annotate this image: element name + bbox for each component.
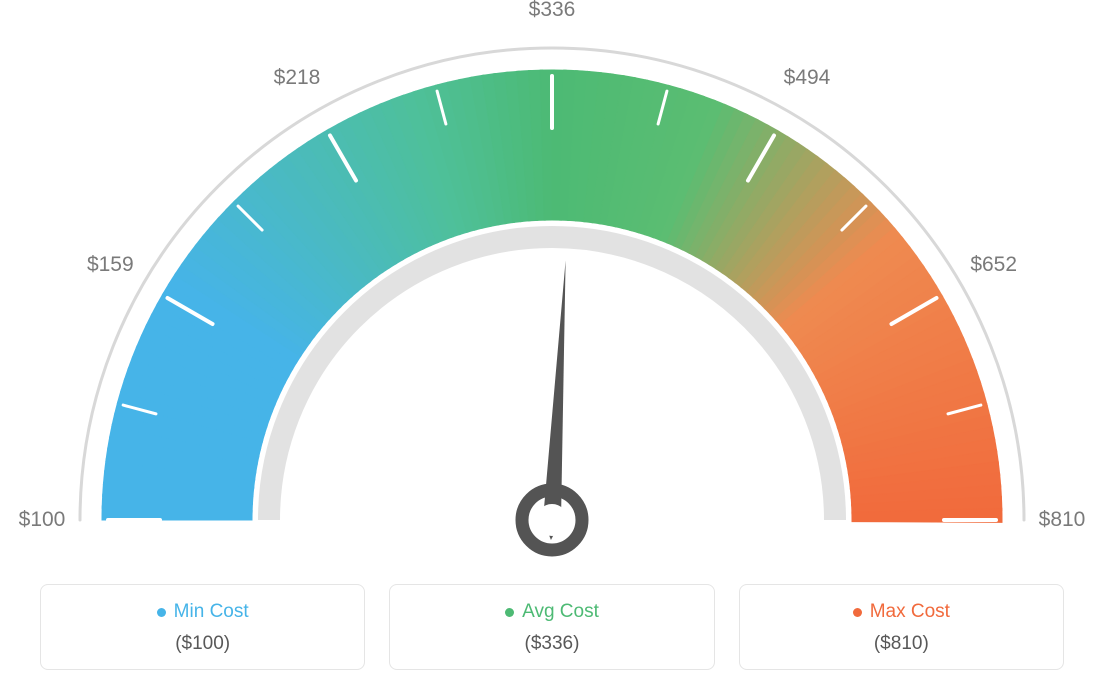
tick-label: $218 [274, 66, 321, 90]
gauge-area: $100 $159 $218 $336 $494 $652 $810 [0, 0, 1104, 560]
max-label: Max Cost [870, 601, 950, 623]
tick-label: $810 [1039, 508, 1086, 532]
max-label-row: Max Cost [750, 601, 1053, 623]
avg-label: Avg Cost [522, 601, 599, 623]
tick-label: $336 [529, 0, 576, 22]
avg-dot [505, 608, 514, 617]
tick-label: $100 [19, 508, 66, 532]
tick-label: $159 [87, 253, 134, 277]
avg-value: ($336) [400, 633, 703, 655]
max-value: ($810) [750, 633, 1053, 655]
min-label-row: Min Cost [51, 601, 354, 623]
min-cost-card: Min Cost ($100) [40, 584, 365, 670]
avg-cost-card: Avg Cost ($336) [389, 584, 714, 670]
max-dot [853, 608, 862, 617]
min-label: Min Cost [174, 601, 249, 623]
gauge-chart-container: $100 $159 $218 $336 $494 $652 $810 Min Cost ($… [0, 0, 1104, 690]
min-dot [157, 608, 166, 617]
tick-label: $652 [970, 253, 1017, 277]
min-value: ($100) [51, 633, 354, 655]
avg-label-row: Avg Cost [400, 601, 703, 623]
tick-label: $494 [784, 66, 831, 90]
summary-cards: Min Cost ($100) Avg Cost ($336) Max Cost… [40, 584, 1064, 670]
max-cost-card: Max Cost ($810) [739, 584, 1064, 670]
gauge-svg [0, 0, 1104, 560]
